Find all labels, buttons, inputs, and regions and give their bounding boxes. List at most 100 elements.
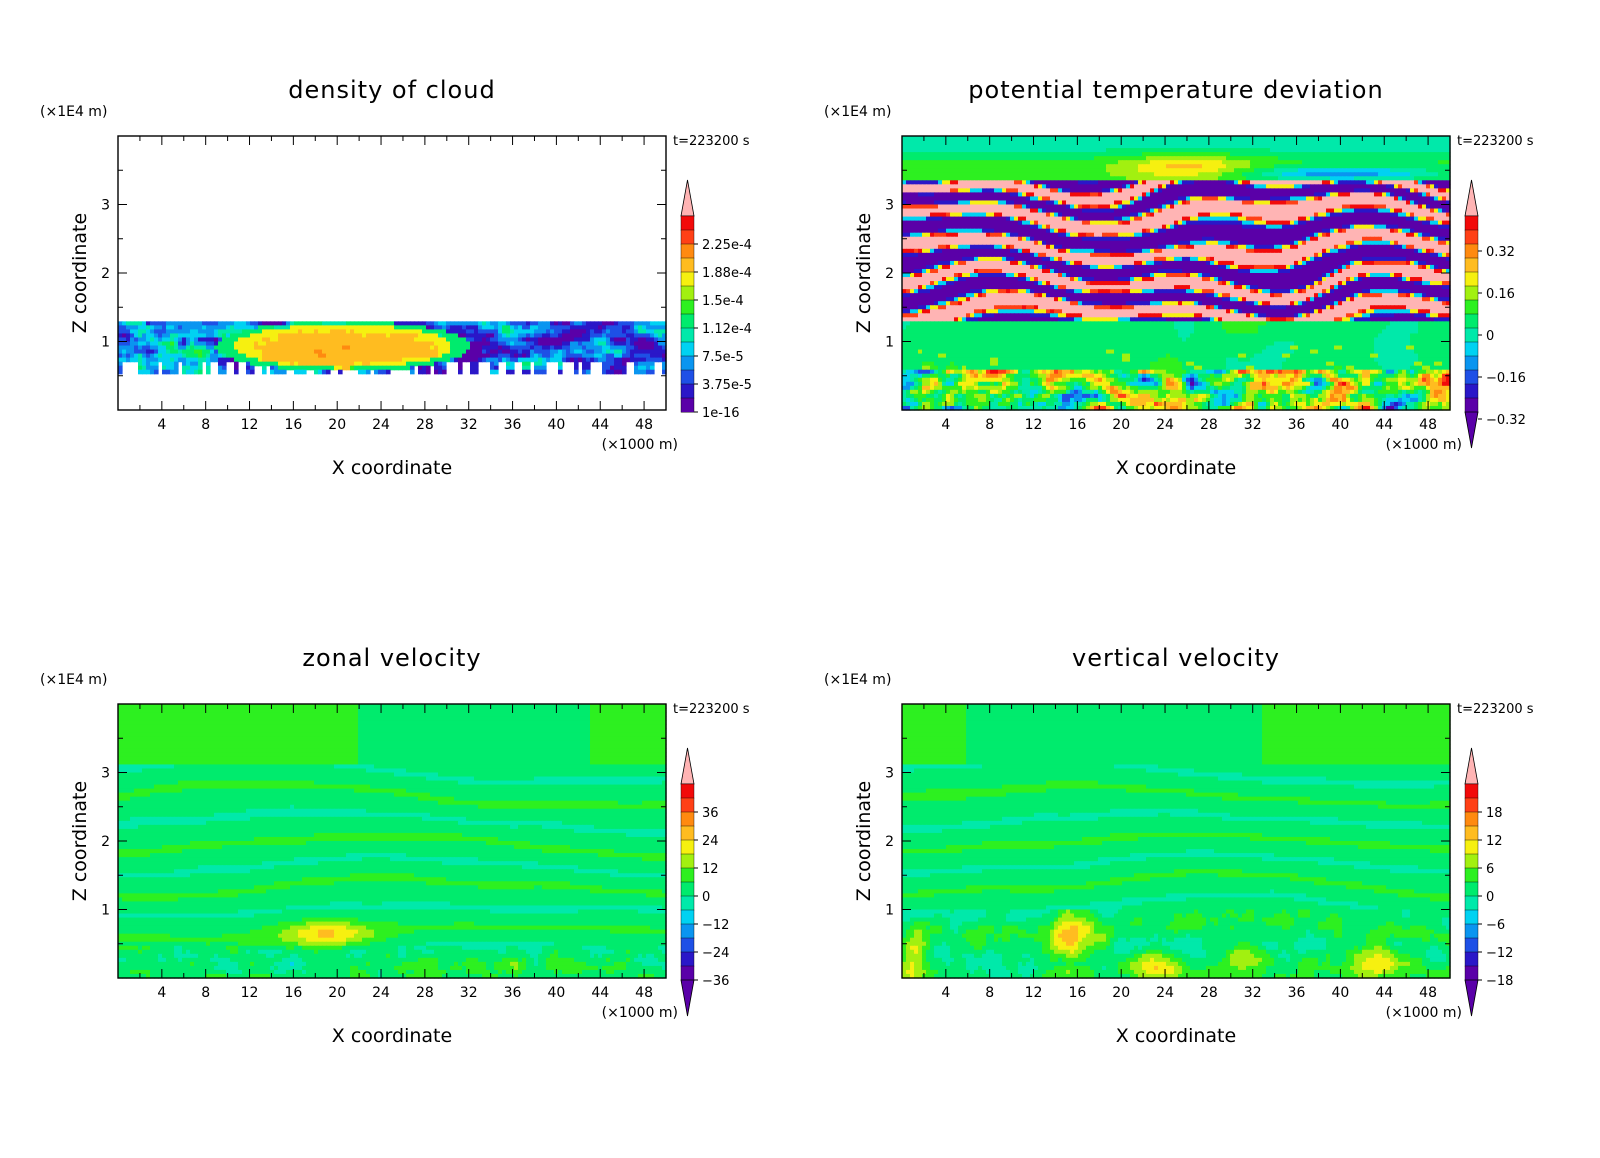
heatmap-cell — [1362, 224, 1367, 230]
heatmap-cell — [1342, 204, 1347, 210]
heatmap-cell — [1354, 200, 1359, 206]
heatmap-cell — [1182, 212, 1187, 218]
heatmap-cell — [402, 345, 407, 351]
heatmap-cell — [1374, 216, 1379, 222]
heatmap-cell — [962, 156, 967, 161]
heatmap-cell — [406, 361, 411, 367]
heatmap-cell — [1122, 176, 1127, 181]
heatmap-cell — [1382, 224, 1387, 230]
heatmap-cell — [298, 349, 303, 355]
heatmap-cell — [654, 357, 659, 363]
heatmap-cell — [1262, 136, 1267, 141]
heatmap-cell — [930, 152, 935, 157]
heatmap-cell — [474, 345, 479, 351]
heatmap-cell — [1346, 160, 1351, 165]
heatmap-cell — [398, 341, 403, 347]
heatmap-cell — [1306, 172, 1311, 177]
heatmap-cell — [258, 345, 263, 351]
heatmap-cell — [398, 361, 403, 367]
heatmap-cell — [1106, 208, 1111, 214]
heatmap-cell — [474, 365, 479, 371]
heatmap-cell — [1158, 196, 1163, 202]
heatmap-cell — [1050, 152, 1055, 157]
heatmap-cell — [394, 365, 399, 371]
heatmap-cell — [1238, 140, 1243, 145]
heatmap-cell — [1034, 208, 1039, 214]
heatmap-cell — [1346, 180, 1351, 185]
x-tick-label: 12 — [241, 417, 259, 433]
heatmap-cell — [990, 188, 995, 194]
heatmap-cell — [1446, 200, 1451, 206]
heatmap-cell — [550, 349, 555, 355]
heatmap-cell — [326, 369, 331, 375]
heatmap-cell — [354, 341, 359, 347]
heatmap-cell — [922, 172, 927, 177]
heatmap-cell — [1338, 204, 1343, 210]
heatmap-cell — [1442, 168, 1447, 173]
heatmap-cell — [462, 353, 467, 359]
heatmap-cell — [1238, 228, 1243, 234]
heatmap-cell — [246, 361, 251, 367]
heatmap-cell — [422, 365, 427, 371]
heatmap-cell — [1130, 180, 1135, 185]
heatmap-cell — [1010, 188, 1015, 194]
heatmap-cell — [414, 325, 419, 331]
heatmap-cell — [1382, 180, 1387, 185]
heatmap-cell — [1214, 216, 1219, 222]
heatmap-cell — [158, 345, 163, 351]
heatmap-cell — [282, 329, 287, 335]
heatmap-cell — [1434, 160, 1439, 165]
heatmap-cell — [1170, 140, 1175, 145]
heatmap-cell — [546, 329, 551, 335]
heatmap-cell — [1102, 164, 1107, 169]
heatmap-cell — [918, 200, 923, 206]
heatmap-cell — [954, 180, 959, 185]
heatmap-cell — [1230, 140, 1235, 145]
heatmap-cell — [926, 208, 931, 214]
heatmap-cell — [378, 369, 383, 375]
heatmap-cell — [222, 341, 227, 347]
heatmap-cell — [318, 325, 323, 331]
heatmap-cell — [1018, 140, 1023, 145]
heatmap-cell — [950, 156, 955, 161]
heatmap-cell — [1410, 184, 1415, 189]
heatmap-cell — [1154, 160, 1159, 165]
heatmap-cell — [1022, 204, 1027, 210]
heatmap-cell — [270, 365, 275, 371]
heatmap-cell — [1370, 224, 1375, 230]
heatmap-cell — [558, 345, 563, 351]
heatmap-cell — [194, 357, 199, 363]
heatmap-cell — [622, 341, 627, 347]
heatmap-cell — [1270, 220, 1275, 226]
heatmap-cell — [638, 353, 643, 359]
heatmap-cell — [1238, 200, 1243, 206]
heatmap-cell — [1074, 212, 1079, 218]
heatmap-cell — [1238, 160, 1243, 165]
heatmap-cell — [1086, 200, 1091, 206]
heatmap-cell — [954, 196, 959, 202]
heatmap-cell — [1226, 204, 1231, 210]
heatmap-cell — [450, 341, 455, 347]
heatmap-cell — [378, 321, 383, 326]
heatmap-cell — [366, 329, 371, 335]
heatmap-cell — [318, 337, 323, 343]
heatmap-cell — [1218, 216, 1223, 222]
heatmap-cell — [610, 321, 615, 326]
heatmap-cell — [1198, 144, 1203, 149]
heatmap-cell — [298, 341, 303, 347]
heatmap-cell — [1134, 192, 1139, 198]
heatmap-cell — [1226, 160, 1231, 165]
heatmap-cell — [1158, 220, 1163, 226]
heatmap-cell — [418, 369, 423, 375]
heatmap-cell — [1282, 196, 1287, 202]
heatmap-cell — [1290, 180, 1295, 185]
heatmap-cell — [1242, 136, 1247, 141]
heatmap-cell — [370, 329, 375, 335]
heatmap-cell — [906, 200, 911, 206]
heatmap-cell — [174, 365, 179, 371]
heatmap-cell — [942, 180, 947, 185]
heatmap-cell — [438, 357, 443, 363]
heatmap-cell — [462, 349, 467, 355]
heatmap-cell — [982, 192, 987, 198]
heatmap-cell — [1406, 224, 1411, 230]
